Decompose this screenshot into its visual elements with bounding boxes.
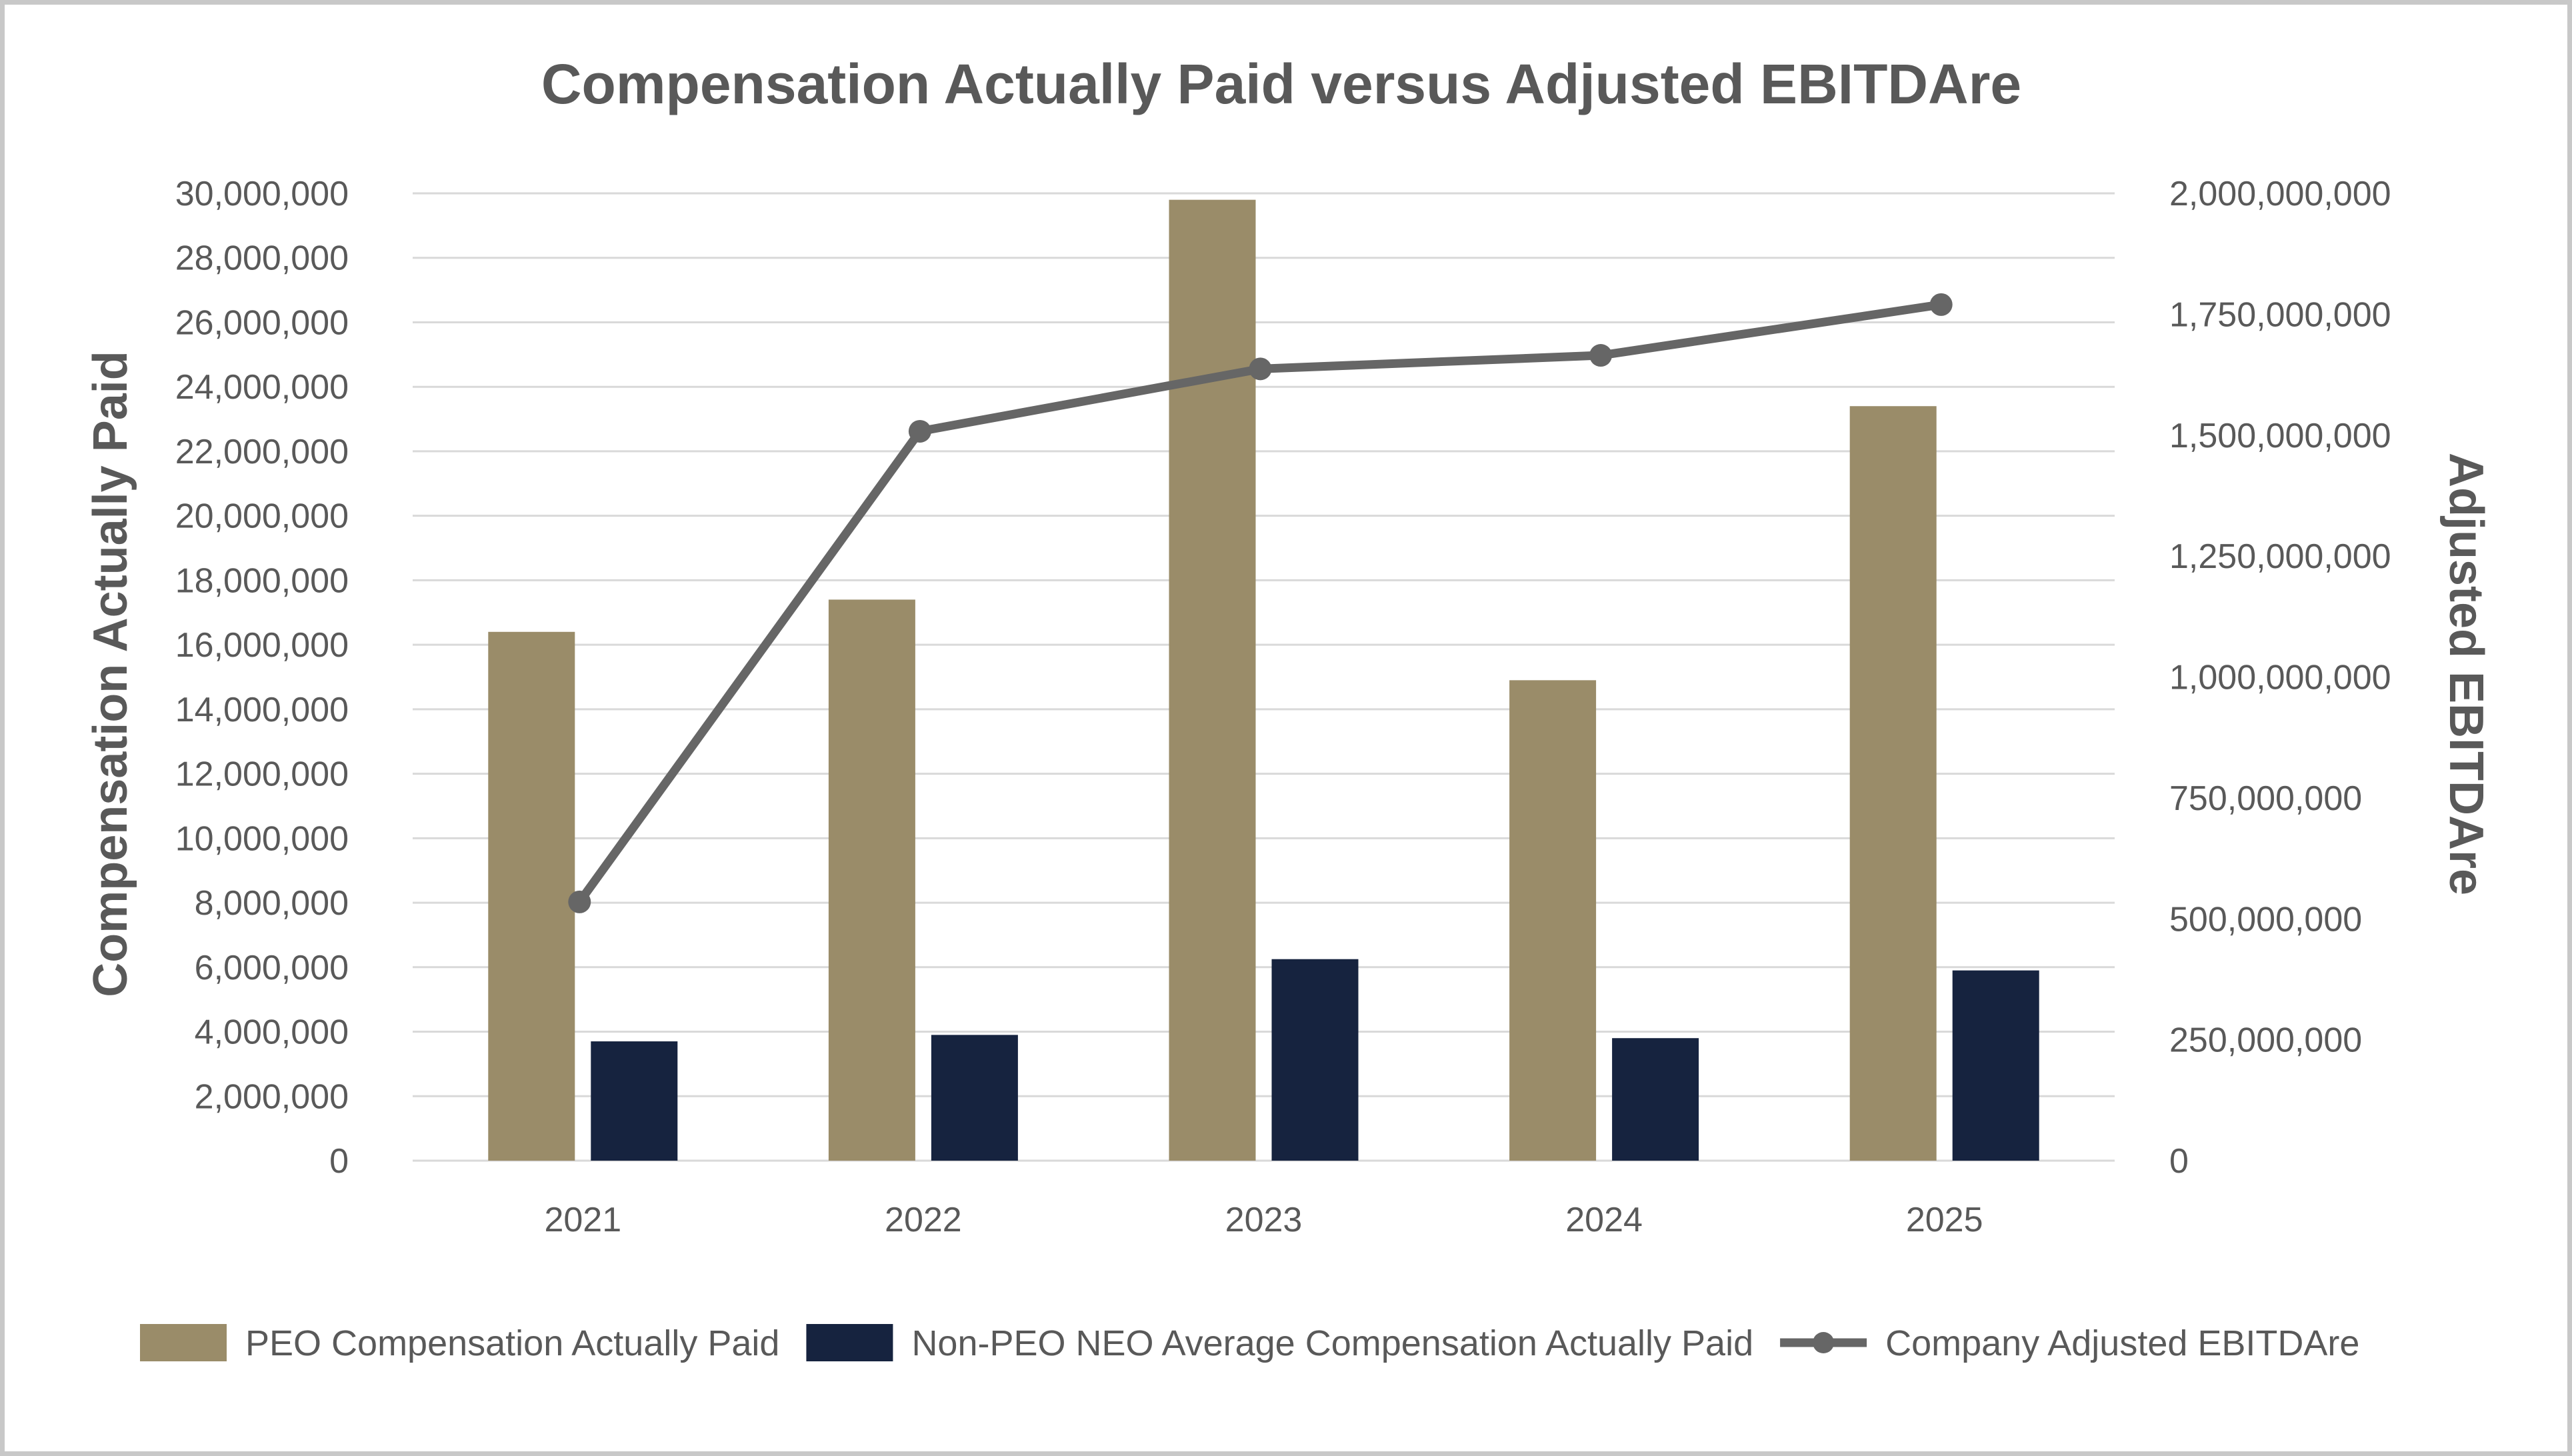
peo-cap-bar: [1169, 199, 1256, 1161]
category-label: 2025: [1906, 1201, 1983, 1239]
left-tick-label: 28,000,000: [175, 239, 349, 278]
right-tick-label: 750,000,000: [2169, 779, 2362, 818]
peo-cap-bar: [1509, 680, 1597, 1161]
right-tick-label: 2,000,000,000: [2169, 175, 2391, 213]
left-tick-label: 4,000,000: [195, 1013, 349, 1052]
right-tick-label: 500,000,000: [2169, 900, 2362, 939]
left-tick-label: 14,000,000: [175, 691, 349, 729]
right-tick-label: 1,250,000,000: [2169, 537, 2391, 576]
ebitdare-line: [576, 300, 1942, 905]
ebitdare-point: [1249, 357, 1272, 381]
legend-swatch-non-peo: [806, 1324, 893, 1361]
left-tick-label: 16,000,000: [175, 626, 349, 665]
left-tick-label: 30,000,000: [175, 175, 349, 213]
non-peo-cap-bar: [931, 1035, 1018, 1161]
left-tick-label: 26,000,000: [175, 303, 349, 342]
left-tick-label: 10,000,000: [175, 819, 349, 858]
legend-swatch-ebitdare-marker: [1813, 1332, 1835, 1353]
ebitdare-point: [568, 890, 591, 913]
ebitdare-line-layer: [568, 293, 1953, 913]
left-axis-ticks: 0 2,000,000 4,000,000 6,000,000 8,000,000 10,…: [175, 175, 349, 1181]
legend: PEO Compensation Actually Paid Non-PEO NE…: [140, 1323, 2359, 1363]
right-tick-label: 1,500,000,000: [2169, 417, 2391, 455]
right-axis-title: Adjusted EBITDAre: [2439, 453, 2493, 895]
category-label: 2021: [544, 1201, 621, 1239]
bars: [488, 199, 2039, 1161]
category-label: 2023: [1225, 1201, 1303, 1239]
left-tick-label: 2,000,000: [195, 1077, 349, 1116]
ebitdare-point: [908, 419, 931, 443]
ebitdare-point: [1589, 344, 1613, 367]
legend-label: Company Adjusted EBITDAre: [1885, 1323, 2359, 1363]
chart-title: Compensation Actually Paid versus Adjust…: [541, 53, 2021, 115]
left-tick-label: 8,000,000: [195, 884, 349, 923]
category-label: 2022: [885, 1201, 962, 1239]
left-axis-title: Compensation Actually Paid: [84, 351, 137, 997]
right-tick-label: 250,000,000: [2169, 1021, 2362, 1060]
right-tick-label: 1,750,000,000: [2169, 295, 2391, 334]
right-tick-label: 1,000,000,000: [2169, 659, 2391, 697]
right-tick-label: 0: [2169, 1142, 2189, 1181]
non-peo-cap-bar: [1271, 959, 1359, 1161]
legend-label: Non-PEO NEO Average Compensation Actuall…: [911, 1323, 1753, 1363]
non-peo-cap-bar: [591, 1041, 678, 1161]
chart-canvas: Compensation Actually Paid versus Adjust…: [84, 53, 2493, 1363]
peo-cap-bar: [828, 599, 915, 1161]
left-tick-label: 6,000,000: [195, 949, 349, 987]
legend-label: PEO Compensation Actually Paid: [245, 1323, 779, 1363]
left-tick-label: 0: [329, 1142, 349, 1181]
right-axis-ticks: 0 250,000,000 500,000,000 750,000,000 1,000,…: [2169, 175, 2391, 1181]
ebitdare-point: [1929, 293, 1953, 316]
peo-cap-bar: [488, 631, 575, 1161]
peo-cap-bar: [1849, 406, 1937, 1161]
category-labels: 2021 2022 2023 2024 2025: [544, 1201, 1983, 1239]
non-peo-cap-bar: [1952, 970, 2039, 1161]
legend-swatch-peo: [140, 1324, 227, 1361]
non-peo-cap-bar: [1612, 1038, 1699, 1161]
left-tick-label: 12,000,000: [175, 755, 349, 794]
left-tick-label: 24,000,000: [175, 368, 349, 407]
left-tick-label: 22,000,000: [175, 433, 349, 471]
category-label: 2024: [1565, 1201, 1643, 1239]
left-tick-label: 18,000,000: [175, 561, 349, 600]
left-tick-label: 20,000,000: [175, 497, 349, 536]
